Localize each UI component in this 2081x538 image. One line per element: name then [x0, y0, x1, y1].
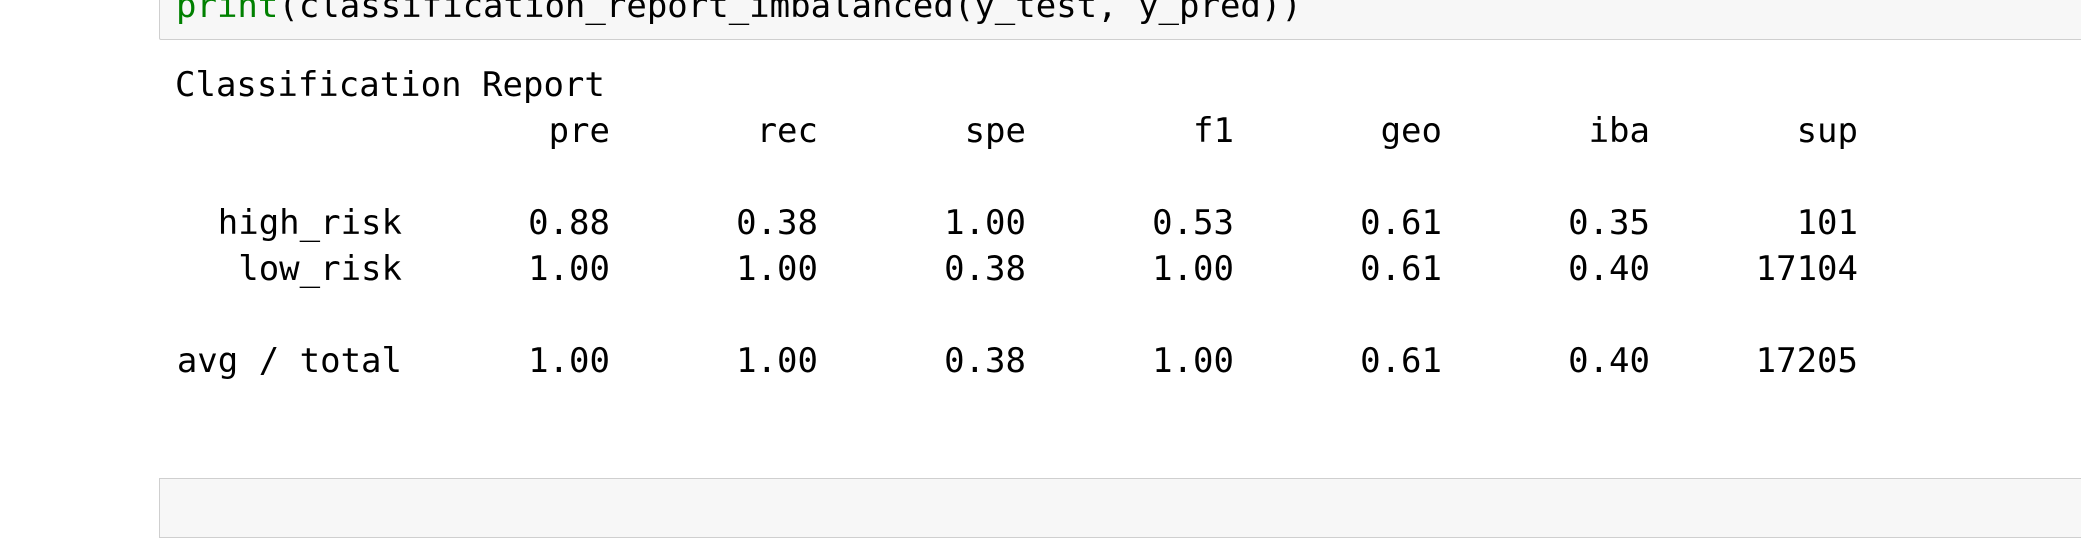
cell: 1.00: [736, 249, 818, 289]
spacer: [175, 292, 1858, 338]
report-title: Classification Report: [175, 65, 605, 105]
cell: 0.61: [1360, 203, 1442, 243]
cell: 1.00: [528, 249, 610, 289]
cell: 0.61: [1360, 249, 1442, 289]
report-row: high_risk 0.88 0.38 1.00 0.53 0.61 0.35 101: [175, 200, 1858, 246]
cell: 1.00: [1152, 249, 1234, 289]
cell: 0.40: [1568, 341, 1650, 381]
column-header: geo: [1380, 111, 1442, 151]
code-keyword: print: [176, 0, 279, 26]
row-label: avg / total: [176, 341, 402, 381]
cell: 1.00: [528, 341, 610, 381]
cell: 0.38: [944, 341, 1026, 381]
header-row: pre rec spe f1 geo iba sup: [175, 108, 1858, 154]
cell: 0.53: [1152, 203, 1234, 243]
spacer: [175, 154, 1858, 200]
code-cell[interactable]: print(classification_report_imbalanced(y…: [159, 0, 2081, 40]
blank: [175, 108, 402, 154]
report-row: low_risk 1.00 1.00 0.38 1.00 0.61 0.40 17104: [175, 246, 1858, 292]
cell: 1.00: [944, 203, 1026, 243]
cell: 0.35: [1568, 203, 1650, 243]
cell: 0.40: [1568, 249, 1650, 289]
cell: 101: [1796, 203, 1858, 243]
code-text: (classification_report_imbalanced(y_test…: [278, 0, 1302, 26]
row-label: low_risk: [238, 249, 402, 289]
column-header: sup: [1796, 111, 1858, 151]
cell: 17205: [1755, 341, 1858, 381]
column-header: spe: [964, 111, 1026, 151]
cell: 1.00: [736, 341, 818, 381]
column-header: pre: [548, 111, 610, 151]
row-label: high_risk: [217, 203, 402, 243]
column-header: f1: [1193, 111, 1234, 151]
notebook: print(classification_report_imbalanced(y…: [159, 0, 2081, 538]
cell: 0.61: [1360, 341, 1442, 381]
cell: 1.00: [1152, 341, 1234, 381]
column-header: rec: [756, 111, 818, 151]
total-row: avg / total 1.00 1.00 0.38 1.00 0.61 0.40 17205: [175, 338, 1858, 384]
cell: 17104: [1755, 249, 1858, 289]
next-code-cell[interactable]: [159, 478, 2081, 538]
cell: 0.38: [944, 249, 1026, 289]
cell: 0.38: [736, 203, 818, 243]
cell: 0.88: [528, 203, 610, 243]
column-header: iba: [1588, 111, 1650, 151]
code-line: print(classification_report_imbalanced(y…: [176, 0, 1302, 29]
cell-output: Classification Report pre rec spe f1 geo iba s…: [175, 62, 1858, 384]
